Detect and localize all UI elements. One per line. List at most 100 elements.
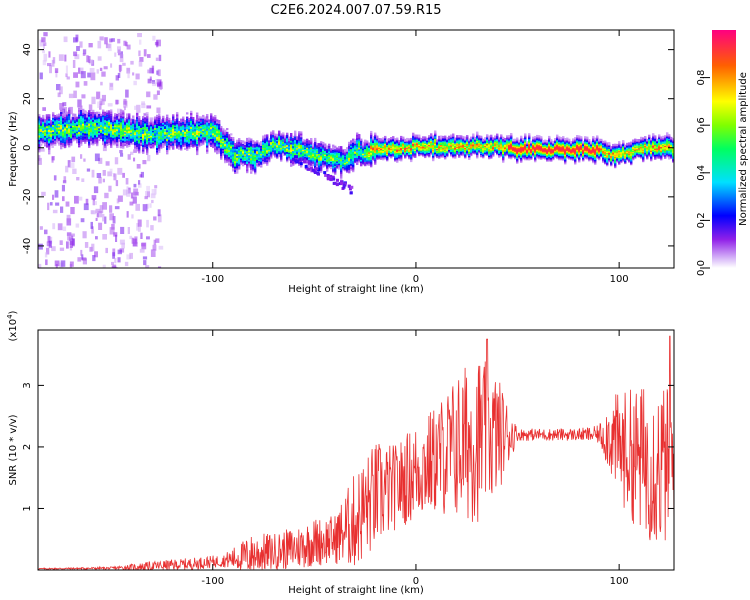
heatmap-cell [328, 143, 331, 146]
heatmap-cell [452, 146, 455, 149]
heatmap-cell [162, 134, 165, 137]
heatmap-cell [93, 186, 99, 194]
heatmap-cell [129, 235, 133, 240]
heatmap-cell [344, 166, 347, 169]
heatmap-cell [192, 127, 195, 130]
heatmap-cell [364, 148, 367, 151]
heatmap-cell [252, 150, 255, 153]
heatmap-cell [458, 152, 461, 155]
heatmap-cell [174, 119, 177, 122]
heatmap-cell [168, 132, 171, 136]
heatmap-cell [302, 158, 305, 161]
heatmap-cell [476, 151, 479, 154]
heatmap-cell [340, 151, 343, 154]
heatmap-cell [322, 153, 325, 156]
heatmap-cell [114, 128, 117, 131]
heatmap-cell [344, 163, 347, 166]
heatmap-cell [274, 138, 277, 141]
heatmap-cell [396, 138, 399, 141]
heatmap-cell [130, 132, 133, 135]
heatmap-cell [220, 131, 223, 134]
heatmap-cell [444, 140, 447, 143]
heatmap-cell [100, 81, 103, 86]
heatmap-cell [242, 160, 245, 163]
heatmap-cell [92, 121, 95, 124]
heatmap-cell [214, 122, 217, 125]
heatmap-cell [414, 141, 417, 144]
heatmap-cell [524, 145, 527, 148]
heatmap-cell [130, 124, 133, 127]
heatmap-cell [270, 142, 273, 145]
heatmap-cell [222, 128, 225, 131]
heatmap-cell [276, 136, 279, 139]
heatmap-cell [300, 135, 303, 138]
heatmap-cell [260, 147, 263, 150]
heatmap-cell [202, 119, 205, 122]
heatmap-cell [204, 139, 207, 142]
heatmap-cell [130, 118, 133, 121]
heatmap-cell [123, 106, 126, 111]
heatmap-cell [278, 139, 281, 142]
heatmap-cell [204, 141, 207, 144]
heatmap-cell [368, 148, 371, 151]
heatmap-cell [101, 94, 106, 102]
heatmap-cell [91, 96, 96, 105]
heatmap-cell [268, 138, 271, 141]
heatmap-cell [188, 121, 191, 124]
heatmap-cell [136, 117, 139, 120]
heatmap-cell [352, 140, 355, 143]
heatmap-cell [116, 140, 119, 143]
heatmap-cell [218, 125, 221, 128]
heatmap-cell [138, 149, 141, 152]
heatmap-cell [100, 116, 103, 120]
heatmap-cell [120, 226, 125, 234]
heatmap-cell [274, 144, 277, 147]
heatmap-cell [134, 146, 137, 149]
heatmap-cell [370, 165, 373, 168]
heatmap-cell [112, 123, 115, 126]
heatmap-cell [320, 163, 323, 166]
heatmap-cell [254, 145, 257, 148]
heatmap-cell [240, 141, 243, 144]
heatmap-cell [390, 144, 393, 147]
heatmap-cell [194, 127, 197, 130]
heatmap-cell [46, 114, 49, 117]
heatmap-cell [106, 137, 109, 140]
heatmap-cell [158, 136, 161, 139]
heatmap-cell [186, 144, 189, 147]
heatmap-cell [270, 134, 273, 137]
heatmap-cell [54, 128, 57, 131]
heatmap-cell [340, 166, 343, 169]
heatmap-cell [154, 185, 158, 189]
heatmap-cell [110, 120, 113, 123]
heatmap-cell [40, 125, 43, 128]
heatmap-cell [324, 148, 327, 151]
heatmap-cell [224, 129, 227, 132]
heatmap-cell [204, 130, 207, 134]
heatmap-cell [90, 124, 93, 127]
heatmap-cell [400, 140, 403, 143]
heatmap-cell [254, 151, 257, 154]
heatmap-cell [424, 136, 427, 139]
heatmap-cell [186, 129, 189, 132]
heatmap-cell [110, 139, 113, 142]
heatmap-cell [354, 153, 357, 156]
heatmap-cell [47, 235, 51, 243]
heatmap-cell [82, 123, 85, 126]
heatmap-cell [338, 153, 341, 156]
heatmap-cell [350, 166, 353, 170]
heatmap-cell [168, 136, 171, 139]
heatmap-cell [286, 139, 289, 142]
heatmap-cell [246, 171, 249, 174]
heatmap-cell [196, 141, 199, 144]
heatmap-cell [164, 138, 167, 141]
heatmap-cell [244, 141, 247, 144]
heatmap-cell [110, 130, 113, 133]
heatmap-cell [342, 160, 345, 163]
heatmap-cell [48, 127, 51, 130]
heatmap-cell [182, 136, 185, 139]
heatmap-cell [68, 115, 71, 119]
heatmap-cell [362, 155, 365, 158]
heatmap-cell [260, 157, 263, 160]
heatmap-cell [80, 105, 83, 108]
